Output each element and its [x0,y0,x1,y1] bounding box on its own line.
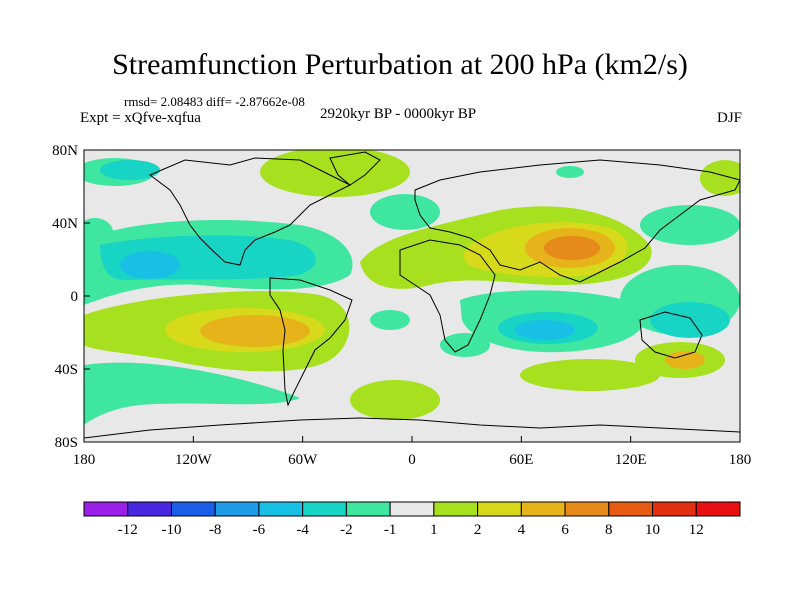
colorbar-label: 6 [561,522,569,538]
contour-indian-negative-3 [515,320,575,340]
lat-tick-label: 40S [55,362,78,378]
coast-greenland [329,151,381,186]
contour-n-pacific-west-inner [100,160,160,180]
lon-tick-label: 0 [408,452,416,468]
contour-s-africa-negative [440,333,490,357]
contour-south-negative [84,362,300,425]
colorbar-label: -1 [384,522,397,538]
colorbar-label: -8 [209,522,222,538]
coast-antarctica [84,417,740,439]
colorbar-label: 1 [430,522,438,538]
colorbar-label: 10 [645,522,660,538]
colorbar-swatch [214,501,260,517]
lon-tick-label: 180 [73,452,96,468]
colorbar-swatch [302,501,347,517]
lat-tick-label: 40N [52,216,78,232]
colorbar-swatch [170,501,216,517]
colorbar-label: 4 [518,522,526,538]
colorbar-label: -2 [340,522,353,538]
contour-ne-corner-positive [700,160,740,196]
contour-australia-negative-2 [650,302,730,338]
lon-tick-label: 60W [288,452,318,468]
coast-eurasia [414,159,740,283]
contour-siberia-negative [556,166,584,178]
colorbar-label: -10 [161,522,181,538]
season-label: DJF [716,110,742,126]
colorbar-label: 2 [474,522,482,538]
colorbar-label: -6 [253,522,266,538]
colorbar-swatch [389,501,435,517]
coast-africa [399,239,496,353]
colorbar-label: -4 [296,522,309,538]
contour-s-australia-positive-2 [665,351,705,369]
colorbar-swatch [127,501,172,517]
colorbar-swatch [608,501,654,517]
contour-w-pacific-negative [640,205,740,245]
experiment-label: Expt = xQfve-xqfua [80,110,201,126]
contour-field [84,150,740,442]
colorbar-label: 8 [605,522,613,538]
lon-tick-label: 120W [175,452,213,468]
colorbar-swatch [564,501,610,517]
lon-tick-label: 120E [615,452,647,468]
lon-tick-label: 180 [729,452,752,468]
contour-s-atlantic-positive [350,380,440,420]
period-label: 2920kyr BP - 0000kyr BP [320,106,477,122]
colorbar-swatch [345,501,391,517]
lon-tick-label: 60E [509,452,533,468]
contour-e-pacific-core [120,251,180,279]
contour-n-atlantic-negative [370,194,440,230]
coast-north-america [149,157,352,266]
colorbar-swatch [258,501,304,517]
coastlines [84,151,740,439]
colorbar-swatch [433,501,479,517]
colorbar-swatch [477,501,522,517]
lat-tick-label: 80N [52,143,78,159]
colorbar-label: -12 [118,522,138,538]
colorbar-swatch [520,501,566,517]
lat-tick-label: 80S [55,435,78,451]
colorbar-swatch [83,501,129,517]
colorbar-swatch [695,501,741,517]
colorbar-label: 12 [689,522,704,538]
contour-atlantic-negative [370,310,410,330]
contour-eurasia-positive-4 [544,236,600,260]
lat-tick-label: 0 [71,289,79,305]
colorbar: -12 -10 -8 -6 -4 -2 -1 1 2 4 6 8 10 12 [83,501,741,538]
coast-south-america [269,277,353,407]
coast-australia [639,311,703,359]
contour-arctic-positive [260,150,410,197]
contour-s-indian-positive [520,359,660,391]
plot-title: Streamfunction Perturbation at 200 hPa (… [112,48,688,81]
stats-text: rmsd= 2.08483 diff= -2.87662e-08 [124,94,305,109]
colorbar-swatch [652,501,697,517]
contour-s-pacific-positive-3 [200,315,310,347]
